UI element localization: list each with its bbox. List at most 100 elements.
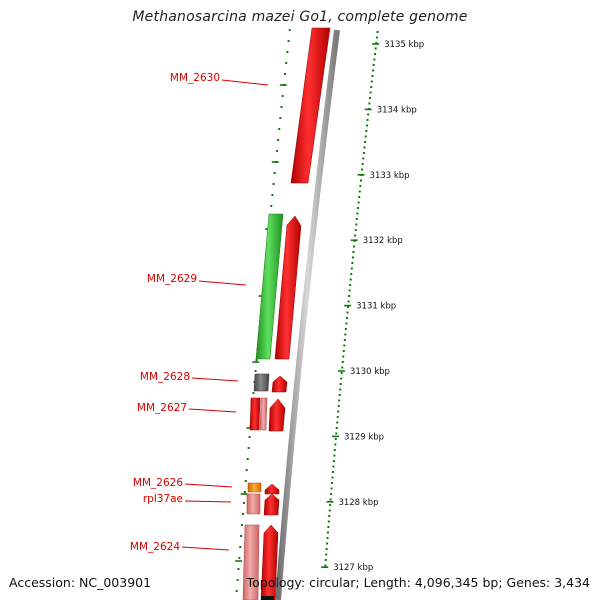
track-dot xyxy=(278,128,281,130)
gene-label[interactable]: MM_2626 xyxy=(133,477,183,489)
gene-label[interactable]: MM_2630 xyxy=(170,72,220,84)
track-dot xyxy=(254,370,257,372)
scale-dot xyxy=(336,416,339,418)
gene-label[interactable]: MM_2627 xyxy=(137,402,187,414)
scale-dot xyxy=(368,97,371,99)
track-dot xyxy=(271,194,274,196)
scale-dot xyxy=(359,179,362,182)
scale-dot xyxy=(333,454,336,457)
track-dot xyxy=(280,106,283,108)
track-dot xyxy=(239,546,242,548)
gene-label[interactable]: MM_2628 xyxy=(140,371,190,383)
genome-backbone xyxy=(275,29,340,600)
pseudo-mm-2628 xyxy=(253,373,270,392)
track-dot xyxy=(240,535,243,537)
scale-dot xyxy=(326,531,329,534)
scale-dot xyxy=(344,328,347,330)
scale-dot xyxy=(358,196,361,198)
scale-dot xyxy=(342,355,345,358)
scale-dot xyxy=(331,482,334,484)
pseudo-mm-2627-b xyxy=(259,397,268,431)
scale-dot xyxy=(362,152,365,154)
track-dot xyxy=(237,568,240,570)
scale-dot xyxy=(340,377,343,380)
scale-dot xyxy=(358,190,361,193)
scale-dot xyxy=(326,537,329,539)
scale-dot xyxy=(351,256,354,259)
cds-mm-2627 xyxy=(268,398,286,432)
track-dot xyxy=(235,590,238,592)
track-dot xyxy=(238,557,241,559)
track-dot xyxy=(288,29,291,31)
scale-tick-label: 3128 kbp xyxy=(338,498,378,508)
scale-dot xyxy=(351,262,354,264)
cds-mm-2626 xyxy=(264,483,280,495)
scale-dot xyxy=(373,58,376,61)
scale-dot xyxy=(345,317,348,319)
scale-dot xyxy=(329,498,332,501)
track-dot xyxy=(285,62,288,64)
track-dot xyxy=(241,513,244,515)
gene-label[interactable]: MM_2629 xyxy=(147,273,197,285)
scale-dot xyxy=(339,388,342,391)
gene-label[interactable]: rpl37ae xyxy=(143,493,183,505)
scale-dot xyxy=(353,245,356,248)
scale-dot xyxy=(370,86,373,88)
gene-leader-line xyxy=(198,280,247,286)
scale-dot xyxy=(344,333,347,336)
gene-leader-line xyxy=(191,377,239,382)
scale-dot xyxy=(345,322,348,325)
gene-label[interactable]: MM_2624 xyxy=(130,541,180,553)
scale-dot xyxy=(370,80,373,83)
scale-tick-label: 3134 kbp xyxy=(377,105,417,115)
scale-dot xyxy=(364,141,367,143)
scale-dot xyxy=(332,460,335,462)
scale-dot xyxy=(338,399,341,402)
cds-mm-2624 xyxy=(260,524,279,600)
scale-dot xyxy=(329,504,332,506)
scale-dot xyxy=(349,278,352,281)
scale-dot xyxy=(324,559,327,561)
scale-dot xyxy=(356,212,359,215)
gene-leader-line xyxy=(221,79,269,86)
genome-summary-text: Topology: circular; Length: 4,096,345 bp… xyxy=(246,575,590,590)
scale-dot xyxy=(350,267,353,270)
scale-dot xyxy=(341,366,344,369)
track-dot xyxy=(244,480,247,482)
scale-tick-label: 3127 kbp xyxy=(333,563,373,573)
scale-dot xyxy=(327,526,330,528)
scale-dot xyxy=(371,75,374,77)
scale-dot xyxy=(340,372,343,374)
scale-dot xyxy=(327,520,330,523)
scale-ring xyxy=(321,31,380,569)
track-dot xyxy=(284,73,287,75)
scale-dot xyxy=(347,306,350,308)
track-dot xyxy=(242,502,245,504)
scale-dot xyxy=(334,438,337,440)
gene-leader-line xyxy=(184,483,233,488)
scale-dot xyxy=(373,53,376,55)
scale-dot xyxy=(375,36,378,39)
cds-mm-2629 xyxy=(274,215,302,360)
scale-dot xyxy=(325,548,328,550)
track-dot xyxy=(281,95,284,97)
scale-dot xyxy=(337,405,340,407)
scale-dot xyxy=(342,350,345,352)
scale-dot xyxy=(341,361,344,363)
scale-dot xyxy=(357,207,360,209)
scale-dot xyxy=(362,157,365,160)
scale-dot xyxy=(365,124,368,127)
scale-dot xyxy=(334,443,337,446)
scale-dot xyxy=(331,476,334,479)
scale-dot xyxy=(376,31,379,33)
map-title: Methanosarcina mazei Go1, complete genom… xyxy=(132,9,468,25)
track-dot xyxy=(275,150,278,152)
scale-dot xyxy=(354,229,357,231)
scale-dot xyxy=(359,185,362,187)
scale-dot xyxy=(363,146,366,149)
gene-leader-line xyxy=(181,546,230,551)
scale-dot xyxy=(335,427,338,429)
scale-dot xyxy=(366,119,369,121)
scale-dot xyxy=(350,273,353,275)
scale-dot xyxy=(330,493,333,495)
